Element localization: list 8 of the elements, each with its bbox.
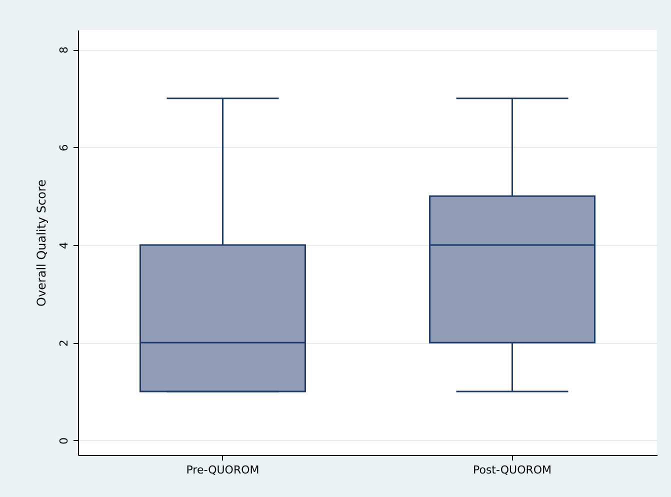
y-axis-title: Overall Quality Score: [34, 179, 48, 307]
x-tick-label: Post-QUOROM: [472, 464, 552, 476]
y-tick-label: 0: [58, 437, 70, 444]
y-tick-label: 8: [58, 46, 70, 54]
y-tick-label: 6: [58, 144, 70, 152]
y-tick-label: 4: [58, 242, 70, 249]
x-tick-label: Pre-QUOROM: [186, 464, 260, 476]
y-tick-label: 2: [58, 340, 70, 347]
